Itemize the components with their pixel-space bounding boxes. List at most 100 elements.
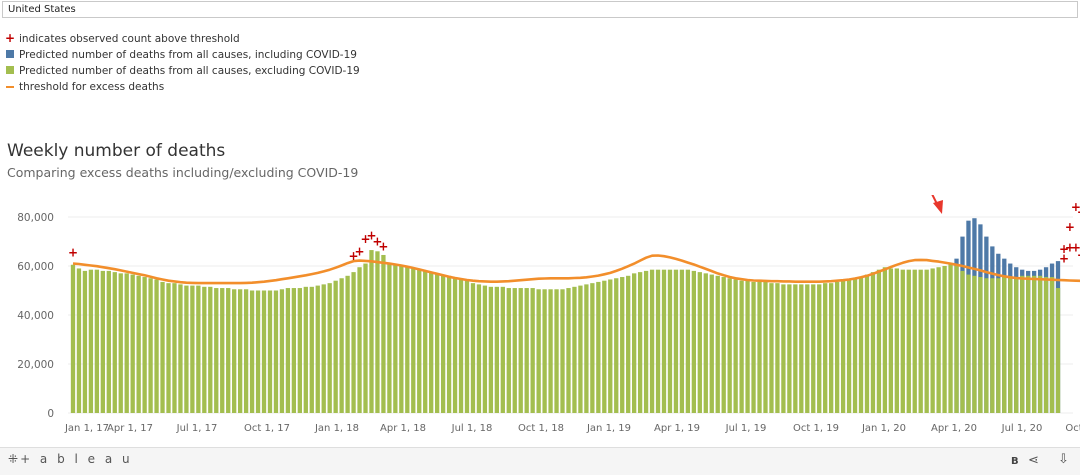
bar-excluding-covid: [1002, 277, 1007, 413]
x-tick-label: Jul 1, 19: [725, 423, 767, 434]
bar-excluding-covid: [829, 283, 834, 413]
bar-excluding-covid: [608, 279, 613, 413]
bar-excluding-covid: [799, 284, 804, 413]
bar-excluding-covid: [852, 278, 858, 413]
bar-excluding-covid: [739, 280, 744, 413]
bar-excluding-covid: [70, 264, 76, 413]
legend-label: Predicted number of deaths from all caus…: [19, 49, 357, 61]
bar-excluding-covid: [578, 285, 583, 413]
observed-marker: +: [68, 246, 78, 260]
bar-excluding-covid: [888, 268, 894, 413]
bar-excluding-covid: [405, 267, 410, 413]
observed-marker: +: [349, 249, 359, 263]
footer-toolbar: ⁜ + a b l e a u B ⋖ ⇩: [0, 447, 1080, 475]
y-tick-label: 80,000: [17, 212, 54, 224]
bar-excluding-covid: [333, 280, 338, 413]
observed-marker: +: [378, 239, 388, 253]
bar-excluding-covid: [518, 288, 523, 413]
annotation-arrow: [931, 195, 939, 207]
share-icon[interactable]: ⋖: [1028, 453, 1039, 468]
bar-excluding-covid: [858, 277, 864, 413]
bar-excluding-covid: [202, 286, 207, 413]
bar-excluding-covid: [918, 269, 923, 413]
legend-item-excluding-covid[interactable]: Predicted number of deaths from all caus…: [4, 63, 360, 79]
bar-excluding-covid: [870, 272, 876, 413]
bar-excluding-covid: [249, 290, 255, 413]
observed-marker: +: [1059, 242, 1069, 256]
bar-excluding-covid: [208, 286, 213, 413]
x-tick-label: Oct 1, 19: [793, 423, 839, 434]
bar-excluding-covid: [440, 274, 446, 413]
bar-excluding-covid: [679, 269, 685, 413]
bar-excluding-covid: [357, 267, 362, 413]
bar-excluding-covid: [972, 275, 977, 413]
bar-excluding-covid: [1008, 277, 1013, 413]
x-tick-label: Jan 1, 20: [861, 423, 906, 434]
bar-excluding-covid: [757, 281, 762, 413]
legend-item-observed[interactable]: + indicates observed count above thresho…: [4, 31, 360, 47]
bar-excluding-covid: [255, 290, 261, 413]
bar-excluding-covid: [614, 278, 619, 413]
chart-subtitle: Comparing excess deaths including/exclud…: [7, 165, 359, 180]
legend-item-threshold[interactable]: threshold for excess deaths: [4, 79, 360, 95]
observed-marker: +: [360, 232, 370, 246]
bar-excluding-covid: [661, 269, 667, 413]
bar-excluding-covid: [990, 278, 995, 413]
bar-excluding-covid: [930, 268, 935, 413]
bar-excluding-covid: [399, 266, 404, 413]
legend-item-including-covid[interactable]: Predicted number of deaths from all caus…: [4, 47, 360, 63]
bar-excluding-covid: [942, 266, 947, 413]
x-tick-label: Oct 1, 17: [244, 423, 290, 434]
bar-excluding-covid: [602, 280, 607, 413]
bar-excluding-covid: [996, 278, 1001, 413]
download-icon[interactable]: ⇩: [1058, 452, 1069, 467]
bar-excluding-covid: [817, 284, 822, 413]
bar-excluding-covid: [745, 280, 750, 413]
location-dropdown[interactable]: United States: [2, 1, 1078, 18]
bar-excluding-covid: [1014, 277, 1019, 413]
bar-excluding-covid: [458, 278, 464, 413]
bar-excluding-covid: [232, 289, 237, 413]
bar-excluding-covid: [267, 290, 273, 413]
bar-excluding-covid: [154, 279, 159, 413]
bar-excluding-covid: [297, 288, 302, 413]
bar-excluding-covid: [482, 285, 488, 413]
bar-excluding-covid: [279, 289, 285, 413]
x-tick-label: Apr 1, 17: [107, 423, 153, 434]
green-square-icon: [4, 63, 16, 79]
bar-excluding-covid: [703, 273, 708, 413]
bar-excluding-covid: [823, 283, 828, 413]
tableau-logo[interactable]: ⁜ + a b l e a u: [8, 452, 133, 466]
bar-excluding-covid: [220, 288, 225, 413]
bar-excluding-covid: [393, 264, 398, 413]
bar-excluding-covid: [936, 267, 941, 413]
observed-marker: +: [372, 235, 382, 249]
bar-excluding-covid: [793, 284, 798, 413]
observed-marker: +: [1071, 241, 1080, 255]
x-tick-label: Apr 1, 19: [654, 423, 700, 434]
bar-excluding-covid: [805, 284, 810, 413]
weekly-deaths-chart[interactable]: 020,00040,00060,00080,000+++++++++++++++…: [0, 195, 1080, 445]
bar-excluding-covid: [1037, 275, 1043, 413]
footer-b-label: B: [1011, 456, 1019, 467]
legend-label: indicates observed count above threshold: [19, 33, 240, 45]
bar-excluding-covid: [834, 281, 840, 413]
bar-excluding-covid: [560, 289, 565, 413]
x-tick-label: Jul 1, 18: [451, 423, 493, 434]
legend-label: threshold for excess deaths: [19, 81, 165, 93]
bar-excluding-covid: [655, 269, 661, 413]
bar-excluding-covid: [1020, 275, 1025, 413]
bar-excluding-covid: [1049, 277, 1055, 413]
x-tick-label: Oct: [1065, 423, 1080, 434]
bar-excluding-covid: [327, 283, 332, 413]
bar-excluding-covid: [536, 289, 541, 413]
bar-excluding-covid: [1026, 275, 1031, 413]
bar-excluding-covid: [506, 288, 511, 413]
line-icon: [4, 79, 16, 95]
bar-excluding-covid: [476, 284, 482, 413]
bar-excluding-covid: [172, 283, 177, 413]
bar-excluding-covid: [88, 269, 94, 413]
bar-excluding-covid: [309, 286, 314, 413]
bar-excluding-covid: [303, 286, 308, 413]
bar-excluding-covid: [261, 290, 267, 413]
